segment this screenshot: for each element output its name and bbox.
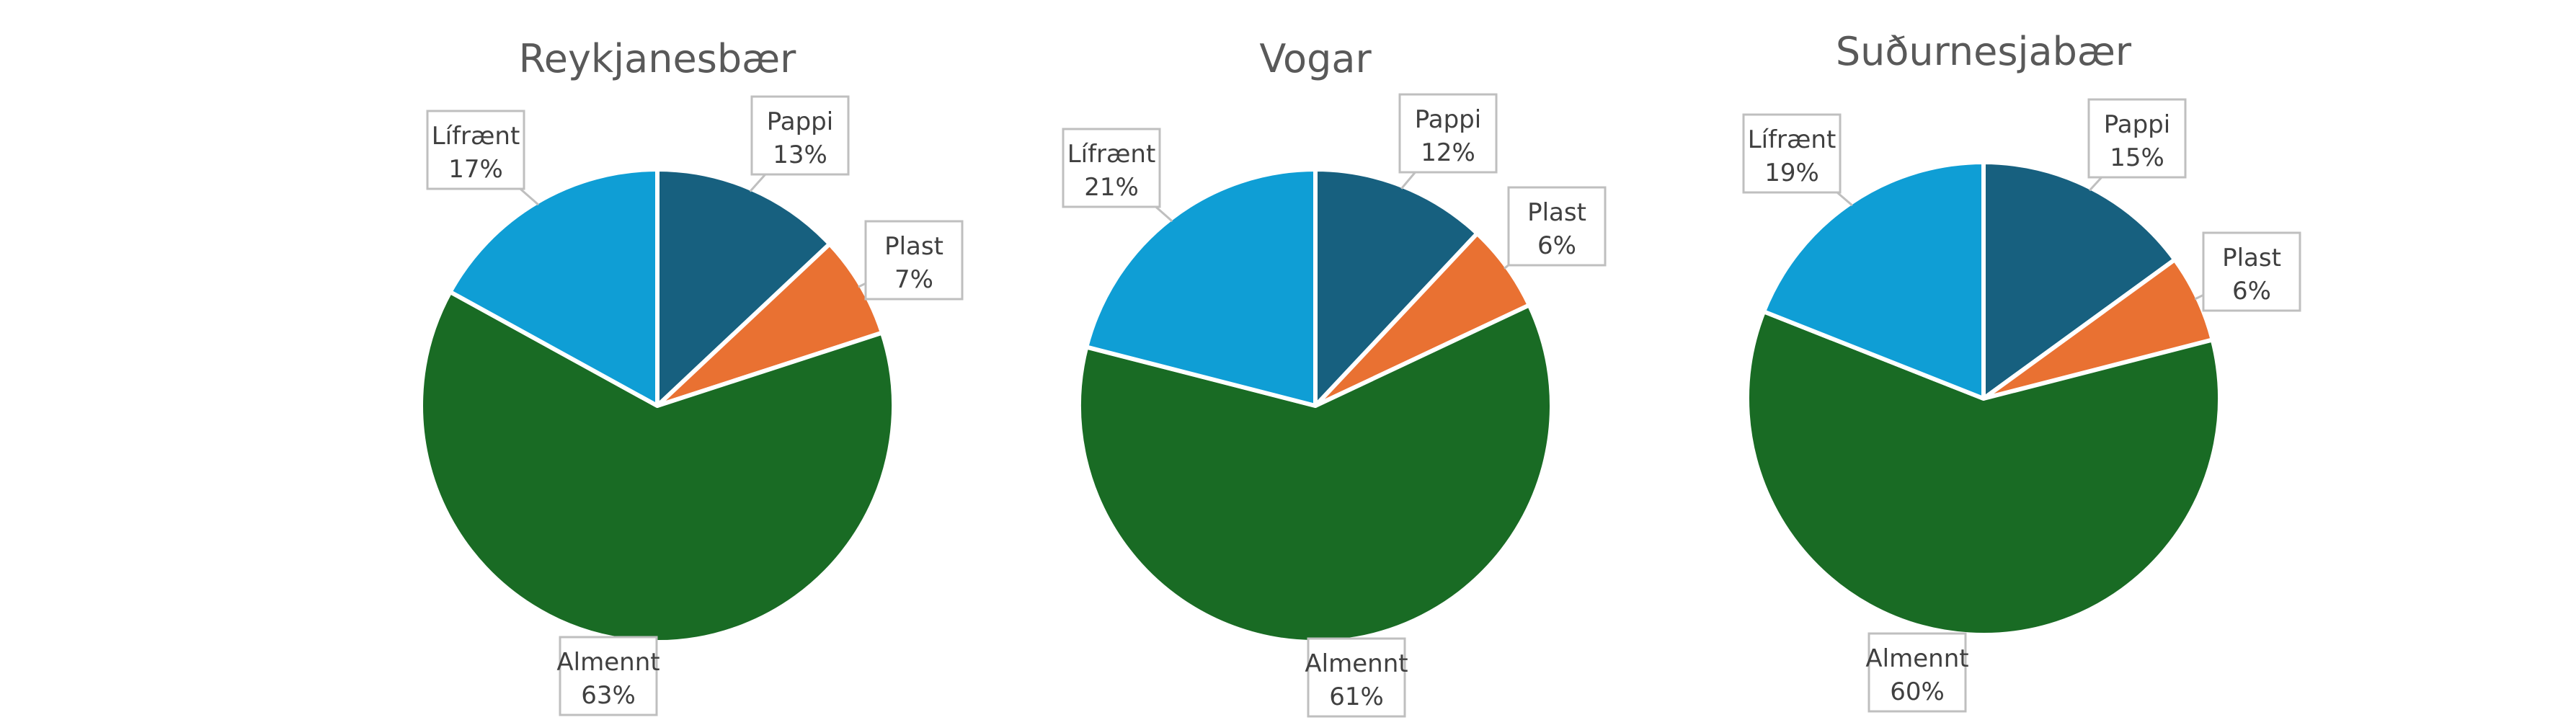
label-percent: 6% bbox=[2232, 277, 2271, 306]
label-box bbox=[864, 220, 964, 301]
label-percent: 12% bbox=[1421, 138, 1475, 167]
label-category: Almennt bbox=[1865, 644, 1968, 673]
leader-line bbox=[749, 174, 766, 192]
leader-line bbox=[519, 187, 540, 206]
label-percent: 15% bbox=[2110, 143, 2164, 172]
data-label-plast: Plast 6% bbox=[1504, 186, 1607, 270]
label-box bbox=[2087, 98, 2187, 179]
label-category: Pappi bbox=[2104, 110, 2170, 139]
chart-title: Reykjanesbær bbox=[519, 36, 797, 81]
chart-title: Suðurnesjabær bbox=[1836, 29, 2132, 74]
leader-line bbox=[1400, 172, 1416, 190]
label-percent: 19% bbox=[1764, 159, 1819, 187]
label-category: Plast bbox=[884, 232, 943, 261]
leader-line bbox=[2194, 293, 2204, 301]
label-percent: 21% bbox=[1084, 173, 1139, 202]
data-label-almennt: Almennt 63% bbox=[556, 636, 660, 716]
label-box bbox=[559, 636, 658, 716]
data-label-almennt: Almennt 60% bbox=[1865, 632, 1969, 713]
leader-line bbox=[858, 282, 866, 288]
label-box bbox=[1398, 93, 1498, 174]
data-labels: Pappi 15% Plast 6% Almennt 60% Lífrænt 19% bbox=[1742, 98, 2301, 713]
label-box bbox=[750, 95, 850, 176]
label-box bbox=[1307, 637, 1406, 718]
leader-line bbox=[2088, 176, 2102, 192]
label-category: Lífrænt bbox=[1748, 125, 1836, 154]
label-box bbox=[1742, 113, 1842, 194]
data-label-lifraent: Lífrænt 17% bbox=[426, 110, 540, 206]
data-label-pappi: Pappi 13% bbox=[749, 95, 850, 192]
label-box bbox=[2202, 231, 2301, 312]
slice-almennt bbox=[1745, 309, 2222, 637]
label-category: Pappi bbox=[1415, 105, 1481, 134]
pie-chart-reykjanesbaer: Reykjanesbær Pappi 13% Plast 7% Almennt 63% Lí… bbox=[419, 36, 964, 716]
data-label-pappi: Pappi 15% bbox=[2087, 98, 2187, 192]
leader-line bbox=[1155, 205, 1173, 223]
label-category: Plast bbox=[1527, 198, 1586, 227]
pie-slices bbox=[419, 167, 896, 644]
label-box bbox=[1062, 128, 1161, 208]
label-percent: 61% bbox=[1329, 683, 1384, 711]
label-percent: 7% bbox=[894, 265, 933, 294]
label-category: Lífrænt bbox=[432, 122, 520, 151]
label-percent: 60% bbox=[1890, 677, 1945, 706]
label-percent: 63% bbox=[581, 681, 636, 710]
label-category: Pappi bbox=[767, 107, 833, 136]
label-category: Plast bbox=[2222, 244, 2281, 272]
data-labels: Pappi 12% Plast 6% Almennt 61% Lífrænt 21% bbox=[1062, 93, 1607, 718]
leader-line bbox=[1836, 191, 1853, 207]
label-category: Almennt bbox=[1305, 649, 1408, 678]
data-label-plast: Plast 6% bbox=[2194, 231, 2301, 312]
pie-slices bbox=[1745, 160, 2222, 637]
data-label-pappi: Pappi 12% bbox=[1398, 93, 1498, 190]
data-label-lifraent: Lífrænt 21% bbox=[1062, 128, 1173, 223]
label-percent: 17% bbox=[448, 155, 503, 184]
chart-title: Vogar bbox=[1259, 36, 1372, 81]
pie-slices bbox=[1077, 167, 1554, 644]
label-category: Lífrænt bbox=[1067, 140, 1156, 169]
label-category: Almennt bbox=[556, 648, 659, 677]
pie-chart-vogar: Vogar Pappi 12% Plast 6% Almennt 61% Lífrænt 21… bbox=[1062, 36, 1607, 718]
label-percent: 6% bbox=[1537, 231, 1576, 260]
data-label-almennt: Almennt 61% bbox=[1305, 637, 1408, 718]
label-box bbox=[1507, 186, 1607, 267]
pie-chart-sudurnesjabaer: Suðurnesjabær Pappi 15% Plast 6% Almennt 60% L… bbox=[1742, 29, 2301, 713]
data-label-plast: Plast 7% bbox=[858, 220, 964, 301]
data-label-lifraent: Lífrænt 19% bbox=[1742, 113, 1853, 207]
label-percent: 13% bbox=[773, 141, 827, 169]
label-box bbox=[1867, 632, 1967, 713]
label-box bbox=[426, 110, 525, 190]
data-labels: Pappi 13% Plast 7% Almennt 63% Lífrænt 17% bbox=[426, 95, 964, 716]
